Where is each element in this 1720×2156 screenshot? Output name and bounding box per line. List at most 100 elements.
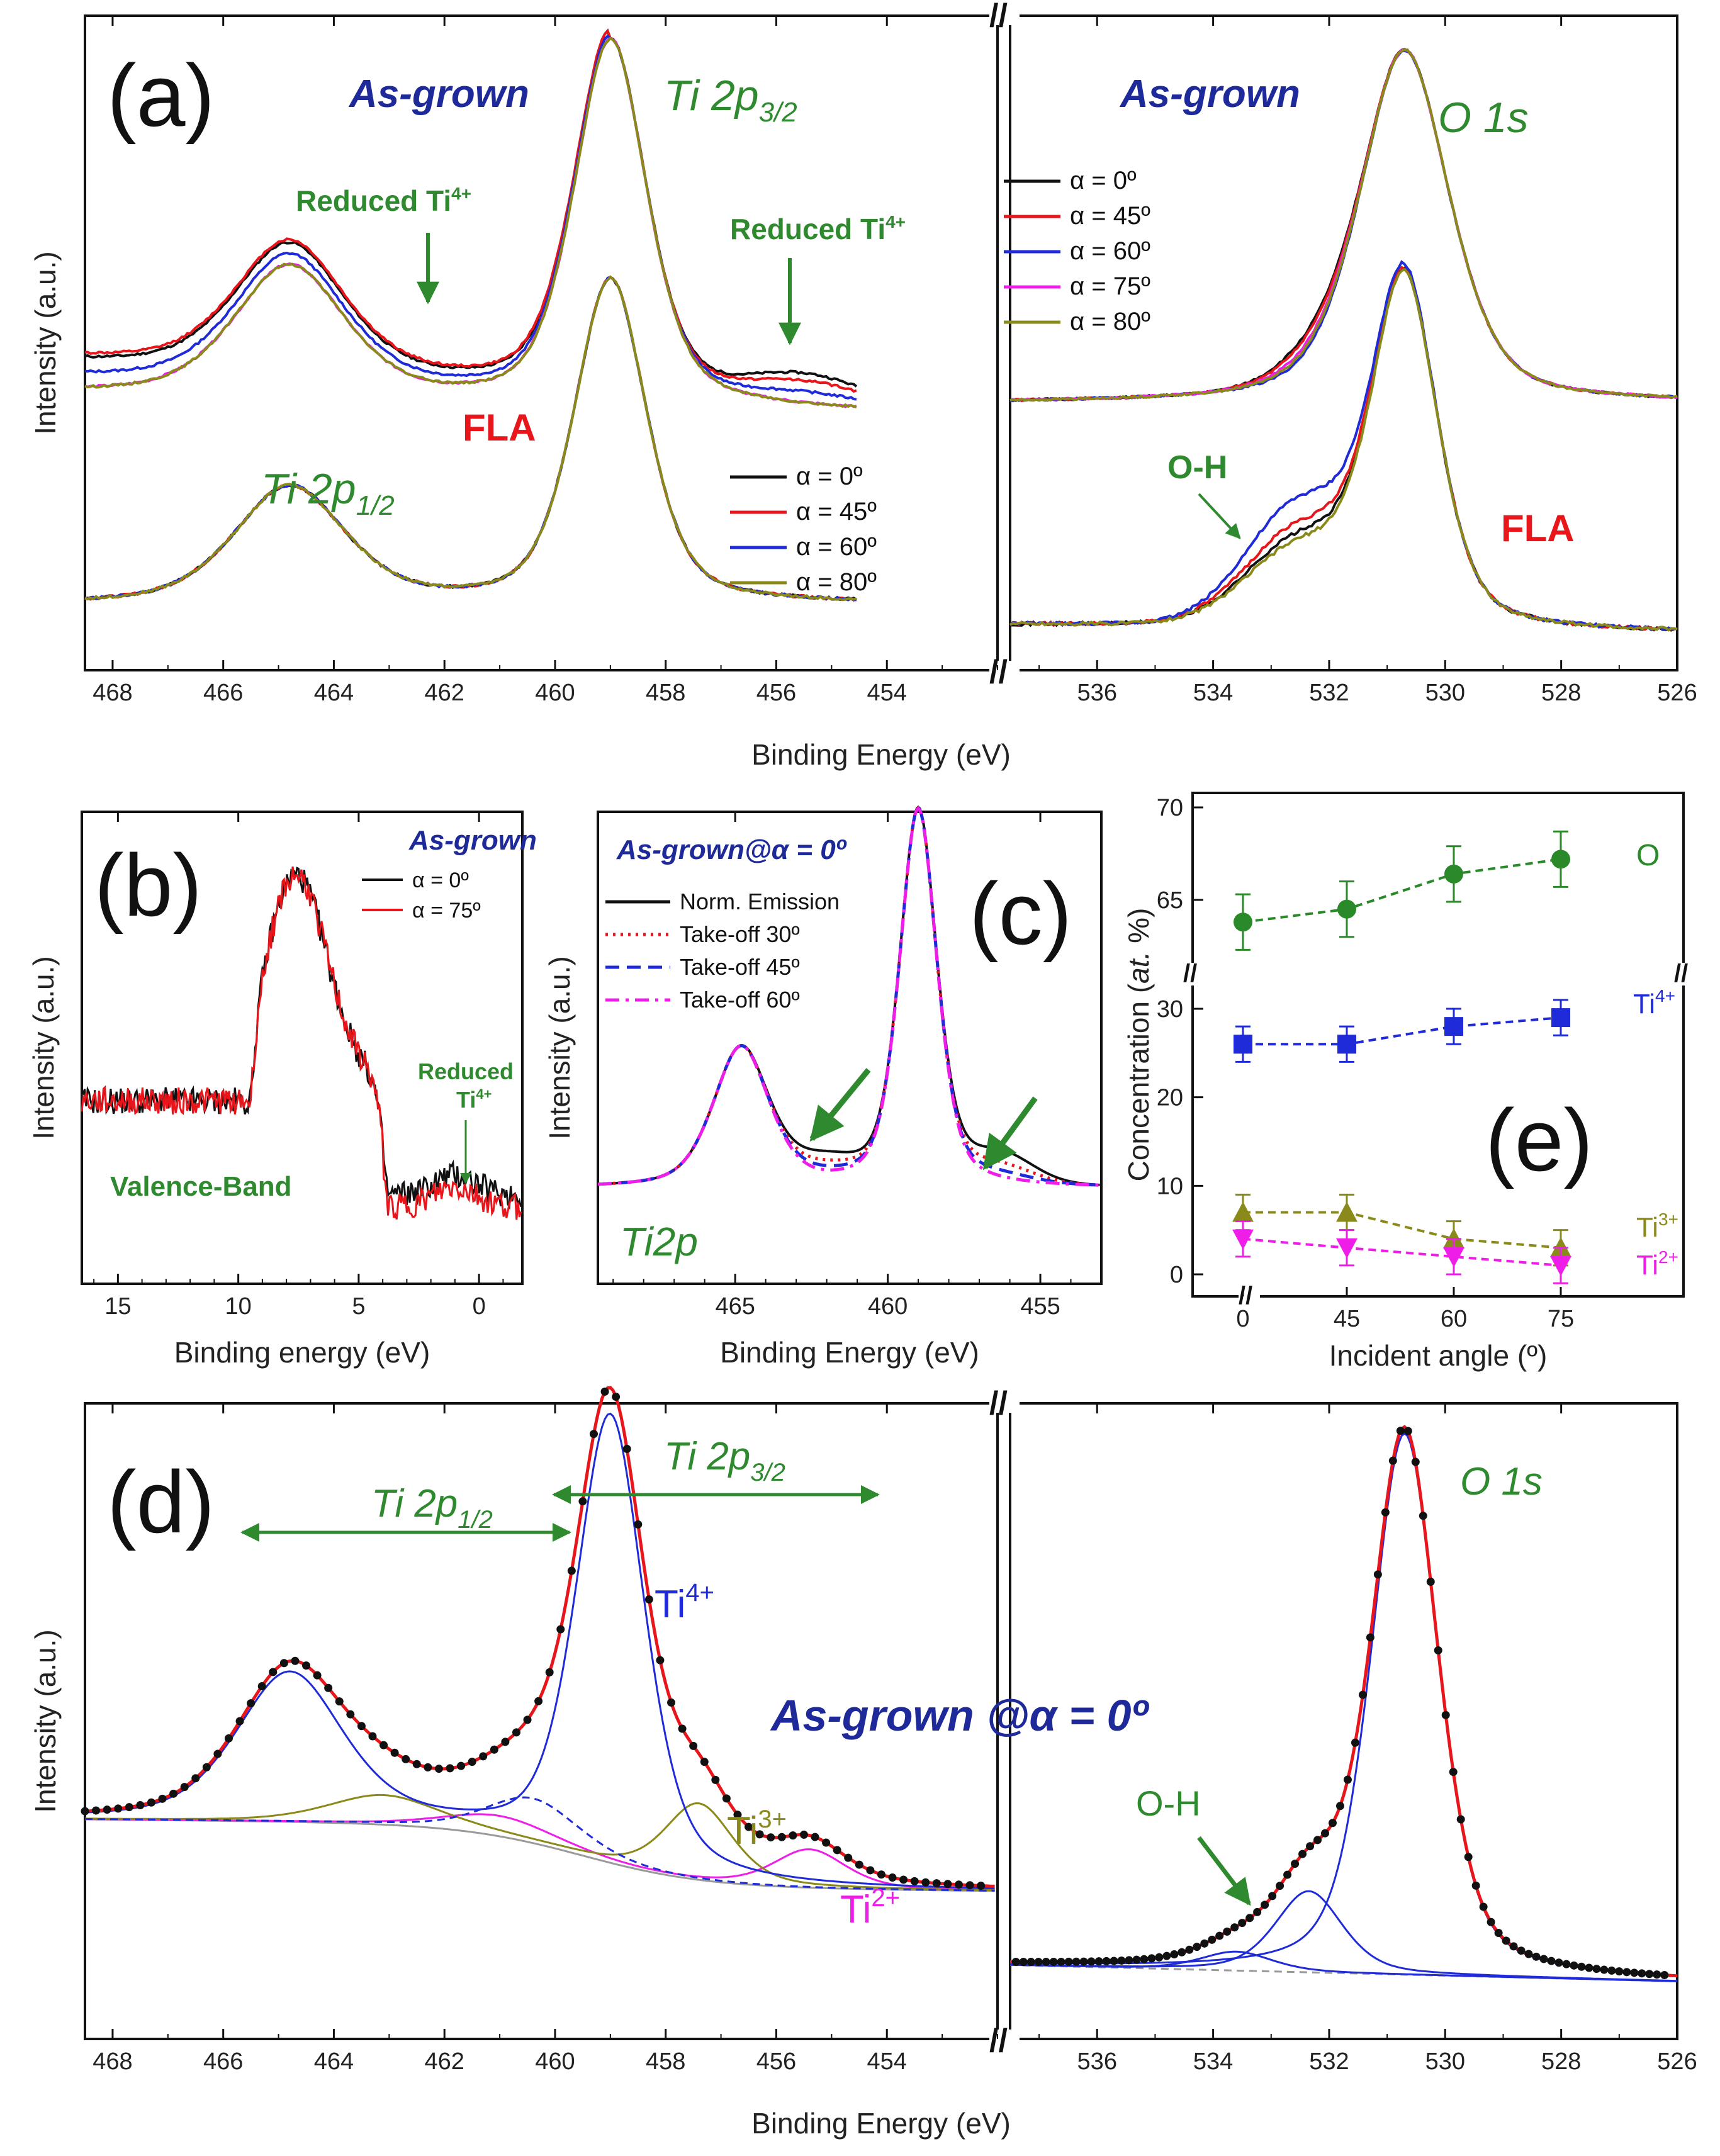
data-point: [235, 1717, 244, 1726]
data-point: [745, 1822, 753, 1831]
tick-label: 454: [867, 2048, 907, 2075]
data-point: [335, 1697, 344, 1706]
data-point: [910, 1877, 919, 1885]
data-point: [1147, 1954, 1156, 1963]
data-point: [191, 1774, 200, 1783]
data-point: [257, 1682, 266, 1690]
tick-label: 532: [1309, 680, 1349, 706]
data-point: [434, 1765, 443, 1773]
ti2p32-label-a: Ti 2p3/2: [664, 72, 797, 128]
data-point: [1117, 1957, 1126, 1965]
y-axis-label-a: Intensity (a.u.): [29, 251, 62, 434]
data-point: [1517, 1946, 1526, 1955]
data-point: [789, 1831, 797, 1840]
valence-band-label: Valence-Band: [110, 1171, 292, 1202]
data-point: [313, 1671, 322, 1680]
data-point: [1328, 1819, 1337, 1828]
marker-Ti4+: [1337, 1035, 1356, 1054]
spectrum-a-o-bottom-3: [1009, 267, 1678, 632]
data-point: [1547, 1957, 1556, 1965]
data-point: [457, 1761, 466, 1770]
spectra-b: [81, 866, 522, 1220]
panel-d-frame-right: [1009, 1402, 1678, 2040]
as-grown-label-a-left: As-grown: [348, 72, 529, 116]
marker-Ti3+: [1232, 1201, 1254, 1222]
data-point: [1585, 1963, 1594, 1972]
marker-O: [1234, 912, 1252, 932]
legend-entry: α = 80º: [796, 568, 877, 596]
envelope-d-left: [84, 1386, 995, 1888]
component-ti4-satellite: [84, 1796, 995, 1892]
tick-label: 460: [868, 1293, 908, 1320]
panel-label-a: (a): [107, 46, 215, 145]
axis-break-a-bottom: //: [989, 654, 1008, 690]
data-point: [1049, 1958, 1058, 1967]
data-point: [667, 1698, 676, 1707]
data-point: [1110, 1957, 1118, 1965]
legend-entry: α = 0º: [412, 868, 469, 892]
ti2-label-d: Ti2+: [840, 1884, 900, 1931]
data-point: [545, 1668, 554, 1676]
y-axis-label-e: Concentration (at. %): [1122, 908, 1155, 1182]
data-point: [689, 1741, 698, 1750]
data-point: [1291, 1860, 1300, 1868]
data-point: [324, 1683, 333, 1692]
ti2p-label-c: Ti2p: [620, 1219, 698, 1264]
data-point: [346, 1710, 355, 1719]
data-point: [1335, 1802, 1344, 1811]
panel-c-frame: [597, 811, 1103, 1285]
data-point: [556, 1625, 565, 1634]
data-point: [1268, 1892, 1277, 1901]
data-point: [501, 1738, 510, 1746]
data-point: [1358, 1690, 1367, 1699]
data-point: [1494, 1929, 1503, 1938]
tick-label: 458: [646, 2048, 685, 2075]
data-point: [269, 1668, 278, 1676]
axis-break-a-top: //: [989, 0, 1008, 34]
data-point: [291, 1656, 300, 1665]
data-point: [1464, 1853, 1473, 1861]
data-point: [1276, 1882, 1284, 1890]
marker-O: [1551, 850, 1570, 869]
tick-label: 462: [425, 680, 464, 706]
tick-label: 468: [93, 2048, 132, 2075]
legend-entry: Take-off 60º: [680, 987, 800, 1013]
tick-label: 458: [646, 680, 685, 706]
data-point: [622, 1444, 631, 1453]
tick-label: 70: [1157, 795, 1183, 821]
spectrum-a-top-4: [84, 36, 857, 408]
data-point: [1381, 1508, 1390, 1517]
data-point: [1638, 1969, 1646, 1978]
panel-label-b: (b): [94, 836, 202, 935]
panel-c: 465 460 455 As-grown@α = 0º (c) Ti2p Norm.…: [543, 805, 1103, 1369]
marker-Ti4+: [1444, 1017, 1463, 1036]
data-point: [767, 1833, 775, 1842]
data-point: [1600, 1965, 1609, 1974]
tick-label: 10: [1157, 1173, 1183, 1199]
data-point: [822, 1838, 831, 1847]
data-point: [1057, 1957, 1065, 1966]
as-grown-label-c: As-grown@α = 0º: [616, 834, 847, 865]
data-point: [1660, 1970, 1669, 1979]
reduced-ti-label-b: Ti4+: [456, 1086, 492, 1113]
data-point: [1449, 1768, 1458, 1777]
data-point: [468, 1758, 476, 1766]
data-point: [589, 1430, 598, 1439]
data-point: [1230, 1923, 1239, 1932]
data-point: [1298, 1850, 1307, 1858]
data-point: [733, 1811, 742, 1819]
axis-break-e-right: //: [1674, 960, 1688, 987]
oh-label-d: O-H: [1136, 1783, 1201, 1823]
data-point: [1570, 1961, 1578, 1970]
component-ti2: [85, 1813, 995, 1891]
tick-label: 462: [425, 2048, 464, 2075]
marker-Ti2+: [1443, 1247, 1464, 1267]
data-point: [534, 1697, 543, 1705]
data-point: [1532, 1952, 1541, 1961]
tick-label: 468: [93, 680, 132, 706]
data-point: [612, 1393, 621, 1401]
tick-label: 456: [756, 680, 796, 706]
legend-b: α = 0º α = 75º: [362, 868, 481, 923]
